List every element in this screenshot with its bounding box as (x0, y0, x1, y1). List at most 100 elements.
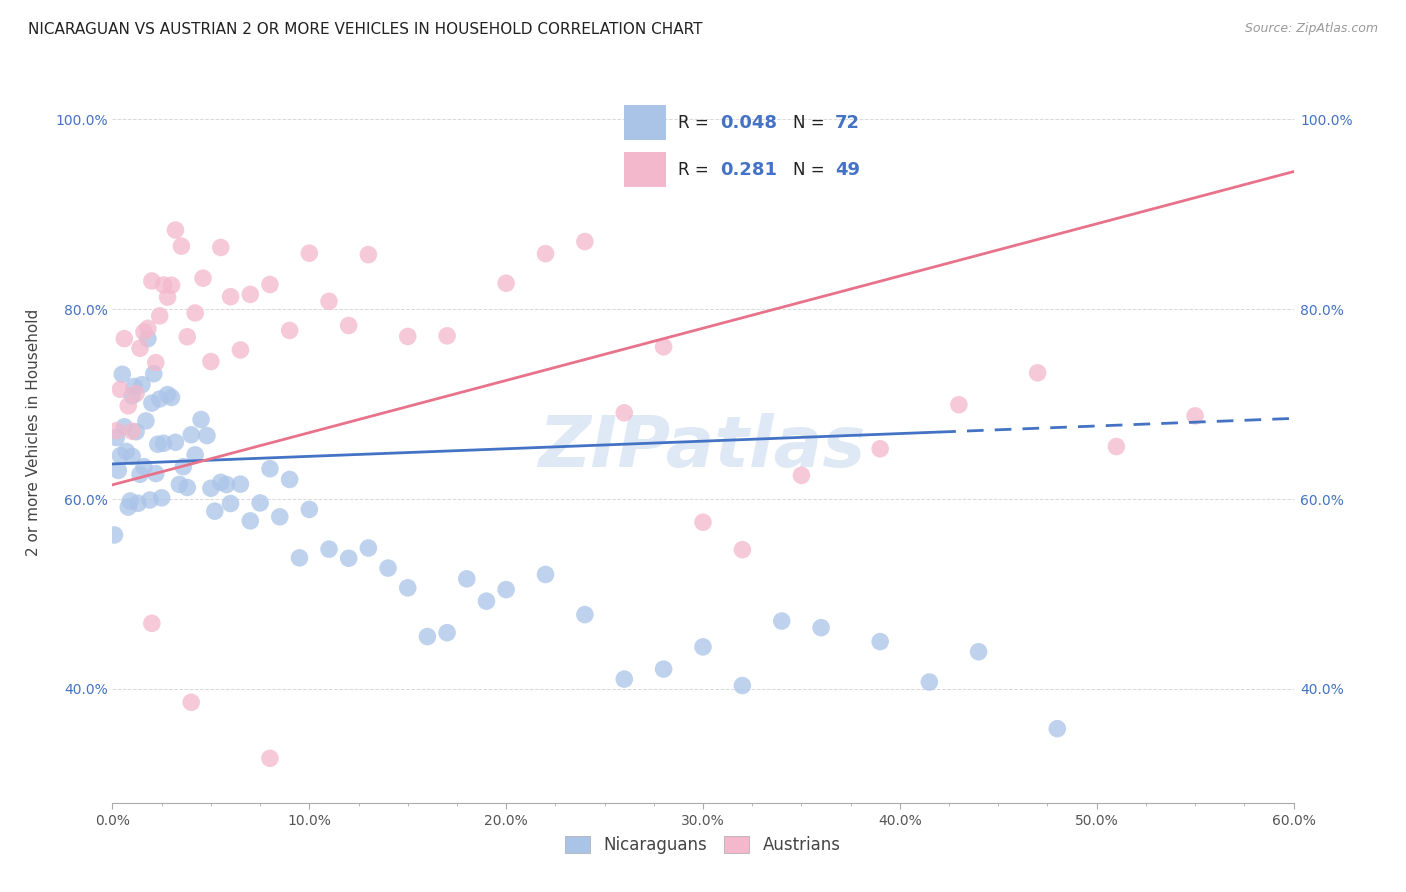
Point (112, 419, 135, 434)
Point (318, 542, 340, 557)
Point (176, 330, 198, 344)
Point (156, 387, 179, 401)
Point (132, 459, 155, 474)
Point (136, 332, 159, 346)
Point (357, 247, 380, 261)
Y-axis label: 2 or more Vehicles in Household: 2 or more Vehicles in Household (27, 309, 41, 557)
Text: R =: R = (678, 161, 718, 178)
Point (142, 367, 165, 381)
Point (219, 496, 242, 510)
Point (456, 572, 478, 586)
Point (105, 424, 128, 438)
Point (200, 481, 222, 495)
Point (111, 368, 134, 382)
Point (249, 496, 271, 510)
Point (110, 449, 132, 463)
Point (190, 412, 212, 426)
Legend: Nicaraguans, Austrians: Nicaraguans, Austrians (558, 830, 848, 861)
Point (131, 377, 153, 392)
Text: N =: N = (793, 161, 830, 178)
Point (337, 318, 360, 333)
Point (652, 662, 675, 676)
Text: R =: R = (678, 113, 714, 132)
Point (219, 290, 242, 304)
Point (269, 509, 291, 524)
Point (156, 290, 179, 304)
Text: ZIPatlas: ZIPatlas (540, 413, 866, 482)
Point (121, 389, 143, 403)
Point (259, 462, 281, 476)
Point (121, 424, 143, 438)
Point (770, 614, 793, 628)
Point (298, 246, 321, 260)
Point (790, 468, 813, 483)
FancyBboxPatch shape (624, 105, 666, 140)
Point (337, 551, 360, 566)
Point (160, 278, 183, 293)
Text: 0.281: 0.281 (720, 161, 778, 178)
Point (810, 621, 832, 635)
Point (967, 645, 990, 659)
Point (613, 672, 636, 686)
Point (180, 427, 202, 442)
Point (180, 695, 202, 709)
Point (125, 386, 148, 401)
Point (209, 475, 232, 490)
Point (869, 634, 891, 648)
Point (692, 515, 714, 529)
Point (731, 542, 754, 557)
Point (416, 630, 439, 644)
Point (141, 616, 163, 631)
Point (170, 239, 193, 253)
Point (1184, 409, 1206, 423)
Point (1046, 722, 1069, 736)
Point (120, 494, 142, 508)
Point (259, 277, 281, 292)
Point (396, 329, 419, 343)
Point (495, 582, 517, 597)
Point (495, 277, 517, 291)
Point (1105, 440, 1128, 454)
Point (184, 306, 207, 320)
Point (121, 450, 143, 464)
Point (125, 425, 148, 439)
FancyBboxPatch shape (624, 152, 666, 187)
Point (122, 379, 145, 393)
Point (152, 436, 174, 450)
Point (209, 240, 232, 254)
Point (136, 321, 159, 335)
Point (869, 442, 891, 456)
Point (146, 437, 169, 451)
Point (215, 477, 238, 491)
Point (110, 383, 132, 397)
Point (731, 679, 754, 693)
Point (239, 287, 262, 301)
Point (377, 561, 399, 575)
Point (150, 491, 173, 505)
Point (229, 477, 252, 491)
Point (396, 581, 419, 595)
Point (169, 477, 191, 491)
Point (152, 277, 174, 292)
Point (918, 675, 941, 690)
Point (534, 567, 557, 582)
Text: 72: 72 (835, 113, 860, 132)
Point (107, 463, 129, 477)
Point (172, 459, 194, 474)
Point (229, 343, 252, 357)
Point (127, 496, 149, 510)
Text: NICARAGUAN VS AUSTRIAN 2 OR MORE VEHICLES IN HOUSEHOLD CORRELATION CHART: NICARAGUAN VS AUSTRIAN 2 OR MORE VEHICLE… (28, 22, 703, 37)
Point (129, 467, 152, 482)
Point (129, 341, 152, 355)
Point (165, 223, 187, 237)
Point (318, 294, 340, 309)
Text: 0.048: 0.048 (720, 113, 778, 132)
Point (357, 541, 380, 555)
Point (103, 528, 125, 542)
Point (278, 323, 301, 337)
Point (574, 235, 596, 249)
Point (115, 444, 138, 458)
Point (259, 751, 281, 765)
Point (613, 406, 636, 420)
Point (200, 354, 222, 368)
